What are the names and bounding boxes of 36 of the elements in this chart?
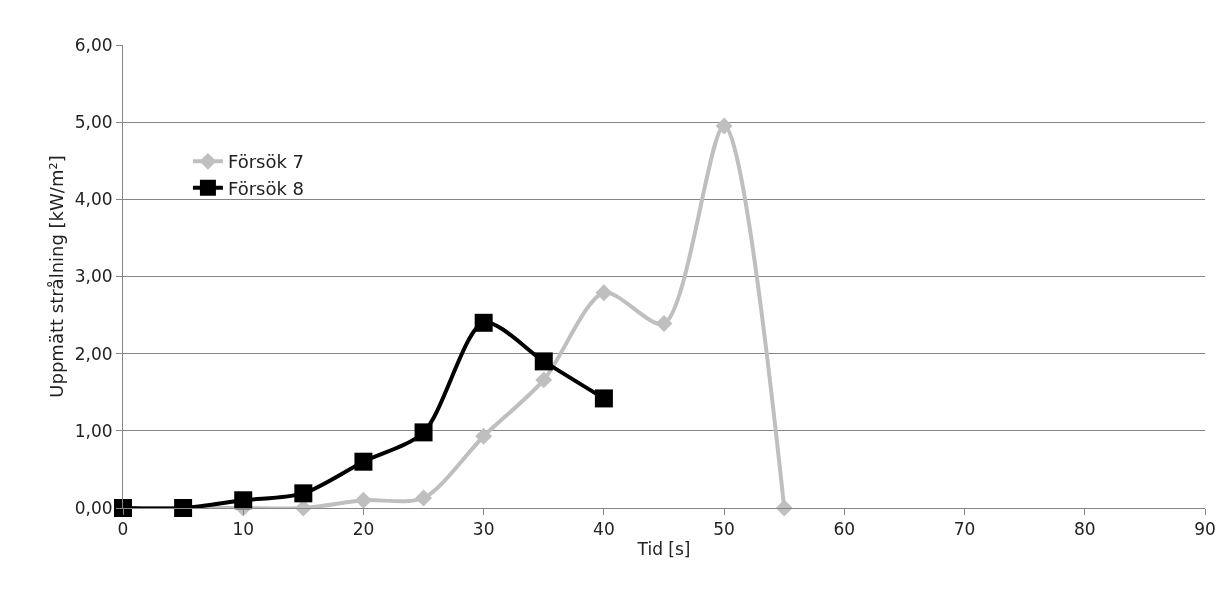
point xyxy=(354,491,372,509)
x-tick-label: 20 xyxy=(352,519,375,540)
legend-label: Försök 7 xyxy=(227,151,305,173)
point xyxy=(535,371,553,389)
point xyxy=(594,389,613,408)
point xyxy=(234,491,253,510)
point xyxy=(715,117,733,135)
point xyxy=(294,484,313,503)
y-tick-label: 6,00 xyxy=(74,34,113,55)
x-tick-label: 60 xyxy=(833,519,856,540)
x-tick-label: 90 xyxy=(1194,519,1216,540)
point xyxy=(534,352,553,371)
y-axis-title: Uppmätt strålning [kW/m²] xyxy=(45,155,67,398)
x-tick-label: 0 xyxy=(117,519,129,540)
x-tick-label: 70 xyxy=(953,519,976,540)
y-tick-label: 3,00 xyxy=(74,266,113,287)
x-tick-label: 80 xyxy=(1073,519,1096,540)
point xyxy=(414,423,433,442)
point xyxy=(354,452,373,471)
y-tick-label: 0,00 xyxy=(74,497,113,518)
point xyxy=(474,313,493,332)
y-tick-label: 5,00 xyxy=(74,112,113,133)
x-axis-title: Tid [s] xyxy=(636,538,691,559)
point xyxy=(655,315,673,333)
point xyxy=(475,427,493,445)
x-tick-label: 40 xyxy=(593,519,615,540)
point xyxy=(775,499,793,517)
x-tick-label: 50 xyxy=(713,519,735,540)
y-tick-label: 1,00 xyxy=(74,420,113,441)
y-tick-label: 2,00 xyxy=(74,343,113,364)
x-tick-label: 30 xyxy=(472,519,495,540)
point xyxy=(595,284,613,302)
x-tick-label: 10 xyxy=(232,519,255,540)
y-tick-label: 4,00 xyxy=(74,189,113,210)
legend-label: Försök 8 xyxy=(227,177,305,199)
point xyxy=(415,489,433,507)
